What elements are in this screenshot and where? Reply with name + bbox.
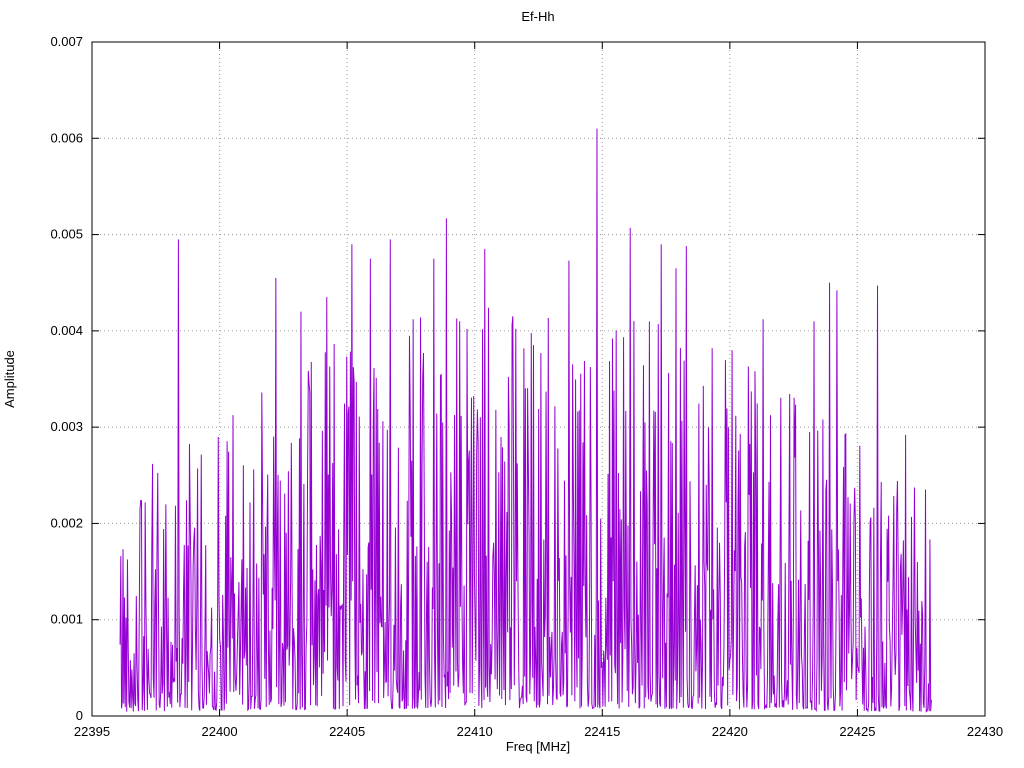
x-tick-label: 22405 (329, 724, 365, 739)
y-tick-label: 0.006 (50, 130, 83, 145)
y-tick-label: 0.001 (50, 612, 83, 627)
y-tick-label: 0.003 (50, 419, 83, 434)
chart-title: Ef-Hh (521, 9, 554, 24)
x-tick-label: 22410 (457, 724, 493, 739)
y-tick-label: 0.004 (50, 323, 83, 338)
x-tick-label: 22400 (201, 724, 237, 739)
plot-border (91, 41, 986, 717)
y-axis-label: Amplitude (2, 350, 17, 408)
x-tick-label: 22425 (839, 724, 875, 739)
x-tick-label: 22420 (712, 724, 748, 739)
y-tick-label: 0.002 (50, 515, 83, 530)
y-tick-label: 0.005 (50, 227, 83, 242)
y-tick-label: 0 (76, 708, 83, 723)
x-tick-label: 22430 (967, 724, 1003, 739)
y-tick-label: 0.007 (50, 34, 83, 49)
x-tick-label: 22395 (74, 724, 110, 739)
axis-tick-labels: 22395 22400 22405 22410 22415 22420 22425 22430… (50, 34, 1003, 739)
x-axis-label: Freq [MHz] (506, 739, 570, 754)
spectrum-series (119, 128, 932, 713)
spectrum-line (119, 128, 932, 713)
x-tick-label: 22415 (584, 724, 620, 739)
